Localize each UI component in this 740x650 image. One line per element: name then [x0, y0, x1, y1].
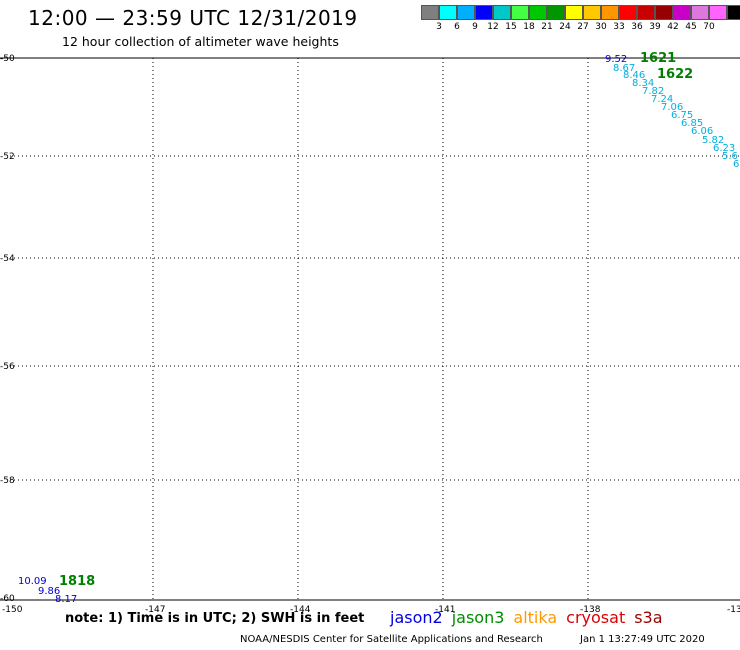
longitude-tick-label: -150: [2, 605, 23, 615]
longitude-tick-label: -13: [727, 605, 740, 615]
wave-height-reading: 6.85: [681, 118, 703, 129]
legend-swatch: [493, 5, 511, 20]
satellite-label: altika: [513, 608, 558, 627]
legend-label: 39: [649, 22, 661, 32]
legend-swatch: [655, 5, 673, 20]
satellite-label: jason3: [451, 608, 505, 627]
pass-id-label: 1818: [59, 574, 95, 589]
legend-swatch: [547, 5, 565, 20]
wave-height-reading: 5.82: [702, 135, 724, 146]
legend-label: 70: [703, 22, 715, 32]
latitude-tick-label: -60: [0, 594, 15, 604]
legend-label: 12: [487, 22, 499, 32]
legend-label: 36: [631, 22, 643, 32]
chart-subtitle: 12 hour collection of altimeter wave hei…: [62, 34, 339, 49]
wave-height-reading: 9.52: [605, 54, 627, 65]
longitude-tick-label: -138: [580, 605, 601, 615]
legend-swatch: [601, 5, 619, 20]
legend-label: 6: [454, 22, 460, 32]
satellite-legend: jason2 jason3 altika cryosat s3a: [390, 608, 672, 627]
wave-height-reading: 7.06: [661, 102, 683, 113]
latitude-tick-label: -52: [0, 152, 15, 162]
pass-id-label: 1621: [640, 51, 676, 66]
wave-height-reading: 8.46: [623, 70, 645, 81]
longitude-tick-label: -141: [435, 605, 455, 615]
legend-swatch: [619, 5, 637, 20]
legend-label: 30: [595, 22, 607, 32]
latitude-tick-label: -54: [0, 254, 15, 264]
legend-swatch: [727, 5, 740, 20]
longitude-tick-label: -147: [145, 605, 165, 615]
pass-id-label: 1622: [657, 67, 693, 82]
legend-swatch: [637, 5, 655, 20]
footer-note: note: 1) Time is in UTC; 2) SWH is in fe…: [65, 611, 365, 626]
legend-swatch: [691, 5, 709, 20]
legend-units: (ft): [731, 7, 740, 17]
chart-title: 12:00 — 23:59 UTC 12/31/2019: [28, 6, 358, 30]
wave-height-reading: 6.06: [691, 126, 713, 137]
legend-label: 45: [685, 22, 697, 32]
legend-label: 9: [472, 22, 478, 32]
latitude-tick-label: -56: [0, 362, 15, 372]
legend-swatch: [673, 5, 691, 20]
satellite-label: jason2: [390, 608, 443, 627]
wave-height-reading: 6.75: [671, 110, 693, 121]
wave-height-reading: 6: [733, 159, 739, 170]
legend-label: 33: [613, 22, 625, 32]
credit-line: NOAA/NESDIS Center for Satellite Applica…: [240, 634, 543, 645]
legend-swatch: [475, 5, 493, 20]
legend-swatch: [583, 5, 601, 20]
legend-labels: 3 6 9 12 15 18 21 24 27 30 33 36 39 42 45 70: [421, 20, 740, 34]
wave-height-reading: 8.34: [632, 78, 654, 89]
wave-height-reading: 7.82: [642, 86, 664, 97]
legend-label: 15: [505, 22, 517, 32]
legend-swatch: [529, 5, 547, 20]
wave-height-reading: 8.67: [613, 63, 635, 74]
wave-height-reading: 6.23: [713, 143, 735, 154]
satellite-label: cryosat: [566, 608, 626, 627]
latitude-tick-label: -58: [0, 476, 15, 486]
wave-height-reading: 8.17: [55, 594, 77, 605]
legend-swatch: [421, 5, 439, 20]
legend-swatch: [511, 5, 529, 20]
wave-height-reading: 5.6: [722, 151, 738, 162]
legend-swatch: [565, 5, 583, 20]
legend-label: 18: [523, 22, 535, 32]
latitude-tick-label: -50: [0, 54, 15, 64]
legend-label: 27: [577, 22, 589, 32]
wave-height-reading: 9.86: [38, 586, 60, 597]
satellite-label: s3a: [634, 608, 663, 627]
generated-timestamp: Jan 1 13:27:49 UTC 2020: [580, 634, 705, 645]
legend-swatch: [439, 5, 457, 20]
legend-label: 21: [541, 22, 553, 32]
legend-label: 42: [667, 22, 679, 32]
wave-height-reading: 10.09: [18, 576, 47, 587]
legend-swatch: [709, 5, 727, 20]
legend-label: 3: [436, 22, 442, 32]
longitude-tick-label: -144: [290, 605, 311, 615]
legend-label: 24: [559, 22, 571, 32]
legend-swatch: [457, 5, 475, 20]
legend-swatches: [421, 5, 740, 20]
wave-height-reading: 7.24: [651, 94, 673, 105]
